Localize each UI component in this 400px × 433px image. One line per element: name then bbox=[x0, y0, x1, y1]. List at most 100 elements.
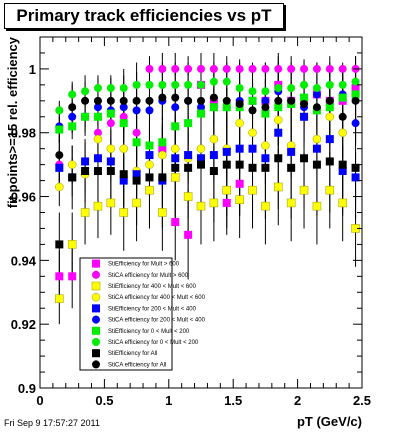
data-point bbox=[197, 154, 205, 163]
data-point bbox=[222, 64, 231, 73]
data-point bbox=[274, 154, 283, 163]
data-point bbox=[209, 103, 218, 112]
data-point bbox=[170, 173, 180, 182]
data-point bbox=[184, 64, 193, 73]
data-point bbox=[93, 128, 102, 137]
data-point bbox=[158, 144, 167, 153]
data-point bbox=[55, 125, 64, 134]
data-point bbox=[145, 64, 154, 73]
data-point bbox=[68, 173, 77, 182]
data-point bbox=[106, 144, 116, 153]
y-tick-label: 0.94 bbox=[11, 253, 37, 268]
y-tick-label: 1 bbox=[29, 62, 36, 77]
data-point bbox=[158, 93, 167, 102]
data-point bbox=[261, 103, 270, 112]
data-point bbox=[158, 64, 167, 73]
data-point bbox=[145, 96, 154, 105]
data-point bbox=[274, 128, 283, 137]
data-point bbox=[222, 103, 231, 112]
data-point bbox=[132, 198, 141, 208]
data-point bbox=[338, 198, 347, 208]
y-tick-label: 0.92 bbox=[11, 317, 36, 332]
data-point bbox=[222, 77, 231, 86]
data-point bbox=[351, 84, 360, 93]
data-point bbox=[261, 87, 270, 96]
data-point bbox=[132, 128, 141, 137]
data-point bbox=[209, 151, 218, 160]
data-point bbox=[312, 201, 322, 211]
legend-entry: StiCA efficiency for All bbox=[108, 362, 166, 368]
markers-layer bbox=[55, 64, 360, 303]
data-point bbox=[222, 147, 231, 156]
data-point bbox=[197, 80, 205, 89]
data-point bbox=[235, 160, 244, 169]
data-point bbox=[106, 167, 115, 176]
data-point bbox=[81, 157, 90, 166]
x-tick-label: 2 bbox=[294, 393, 301, 408]
data-point bbox=[171, 122, 180, 131]
legend-entry: StiEfficiency for Mult > 600 bbox=[108, 262, 180, 268]
data-point bbox=[197, 103, 205, 112]
axis-tick-labels: 0 0.5 1 1.5 2 2.5 0.9 0.92 0.94 0.96 0.98 1 bbox=[11, 62, 371, 408]
data-point bbox=[55, 163, 64, 172]
data-point bbox=[287, 96, 296, 105]
data-point bbox=[209, 167, 218, 176]
data-point bbox=[338, 167, 347, 176]
data-point bbox=[222, 198, 231, 207]
legend-marker bbox=[91, 281, 101, 291]
data-point bbox=[248, 87, 257, 96]
data-point bbox=[93, 167, 102, 176]
data-point bbox=[351, 173, 360, 182]
data-point bbox=[145, 106, 154, 115]
data-point bbox=[183, 192, 193, 201]
data-point bbox=[145, 80, 154, 89]
data-point bbox=[286, 198, 296, 208]
data-point bbox=[93, 103, 102, 112]
data-point bbox=[325, 96, 334, 105]
data-point bbox=[300, 154, 309, 163]
data-point bbox=[287, 84, 296, 93]
data-point bbox=[338, 64, 347, 73]
data-point bbox=[248, 144, 257, 153]
data-point bbox=[248, 163, 257, 172]
data-point bbox=[184, 80, 193, 89]
data-point bbox=[55, 240, 64, 249]
data-point bbox=[300, 80, 309, 89]
data-point bbox=[67, 160, 77, 169]
data-point bbox=[312, 160, 321, 169]
data-point bbox=[274, 103, 283, 112]
data-point bbox=[325, 103, 334, 112]
data-point bbox=[209, 93, 218, 102]
data-point bbox=[261, 64, 270, 73]
data-point bbox=[106, 119, 115, 128]
data-point bbox=[119, 119, 128, 128]
timestamp: Fri Sep 9 17:57:27 2011 bbox=[4, 418, 100, 428]
data-point bbox=[106, 198, 116, 208]
data-point bbox=[171, 93, 180, 102]
data-point bbox=[55, 106, 64, 115]
data-point bbox=[132, 80, 141, 89]
data-point bbox=[325, 135, 334, 144]
x-tick-label: 1 bbox=[165, 393, 172, 408]
data-point bbox=[222, 185, 232, 195]
data-point bbox=[132, 96, 141, 105]
data-point bbox=[338, 112, 347, 121]
legend-marker bbox=[92, 304, 100, 313]
data-point bbox=[235, 100, 244, 109]
data-point bbox=[145, 141, 154, 150]
data-point bbox=[222, 160, 231, 169]
data-point bbox=[93, 134, 103, 144]
data-point bbox=[158, 138, 167, 147]
data-point bbox=[338, 80, 347, 89]
x-tick-label: 2.5 bbox=[353, 393, 371, 408]
data-point bbox=[235, 64, 244, 73]
data-point bbox=[55, 182, 64, 192]
data-point bbox=[55, 272, 64, 281]
data-point bbox=[184, 119, 193, 128]
data-point bbox=[158, 80, 167, 89]
data-point bbox=[261, 109, 270, 118]
data-point bbox=[132, 106, 141, 115]
chart-title: Primary track efficiencies vs pT bbox=[16, 6, 272, 25]
data-point bbox=[171, 64, 180, 73]
